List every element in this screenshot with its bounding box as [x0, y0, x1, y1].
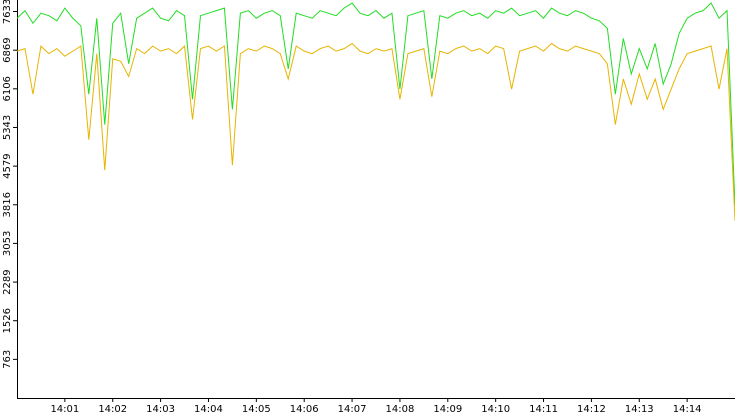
- y-tick-label: 7633: [2, 0, 13, 24]
- y-tick-label: 5343: [2, 115, 13, 140]
- y-tick-label: 3816: [2, 192, 13, 217]
- series-line: [16, 42, 735, 221]
- x-tick-label: 14:06: [290, 404, 319, 415]
- y-tick-label: 3053: [2, 231, 13, 256]
- y-tick-label: 2289: [2, 269, 13, 294]
- x-tick-label: 14:14: [673, 404, 702, 415]
- x-tick-label: 14:12: [577, 404, 606, 415]
- x-tick-label: 14:08: [386, 404, 415, 415]
- x-tick-label: 14:11: [529, 404, 558, 415]
- x-tick-label: 14:13: [625, 404, 654, 415]
- x-tick-label: 14:02: [98, 404, 127, 415]
- x-tick-label: 14:03: [146, 404, 175, 415]
- y-tick-label: 6869: [2, 37, 13, 62]
- x-tick-label: 14:05: [242, 404, 271, 415]
- x-tick-label: 14:07: [338, 404, 367, 415]
- y-tick-label: 763: [2, 350, 13, 369]
- x-tick-label: 14:01: [50, 404, 79, 415]
- y-tick-label: 6106: [2, 76, 13, 101]
- x-tick-label: 14:10: [481, 404, 510, 415]
- y-tick-label: 1526: [2, 308, 13, 333]
- x-tick-label: 14:09: [433, 404, 462, 415]
- x-tick-label: 14:04: [194, 404, 223, 415]
- series-line: [16, 2, 735, 206]
- y-tick-label: 4579: [2, 153, 13, 178]
